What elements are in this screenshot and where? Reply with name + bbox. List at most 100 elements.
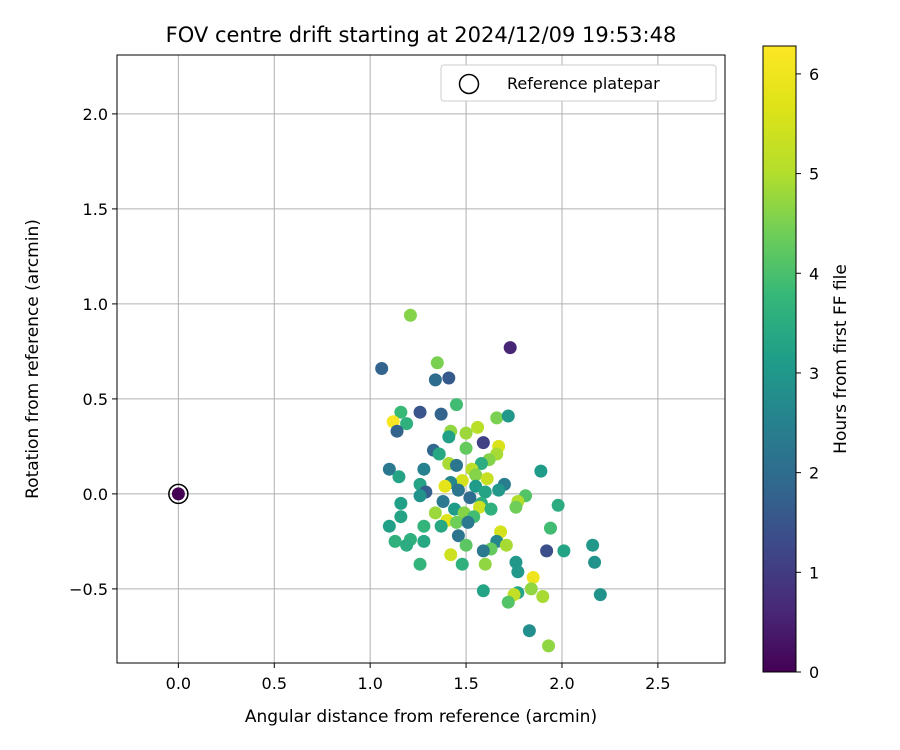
data-point [543,521,557,535]
y-axis-label: Rotation from reference (arcmin) [23,219,43,499]
data-point [478,485,492,499]
colorbar-tick-label: 2 [809,464,819,483]
data-point [417,534,431,548]
data-point [459,441,473,455]
legend-marker [458,73,480,95]
data-point [449,398,463,412]
data-point [499,538,513,552]
data-point [436,495,450,508]
data-point [540,544,554,558]
y-tick-label: 0.0 [83,485,108,504]
data-point [476,436,490,450]
colorbar-tick-label: 3 [809,364,819,383]
data-point [459,538,473,552]
colorbar-gradient [762,45,797,673]
data-point [417,462,431,476]
data-point [400,538,414,552]
x-tick-label: 2.5 [645,674,670,693]
data-point [588,555,602,569]
x-tick-label: 1.5 [453,674,478,693]
data-point [382,462,396,476]
data-point [432,447,446,461]
data-point [524,582,538,596]
x-tick-label: 0.5 [262,674,287,693]
data-point [484,502,498,516]
data-point [492,483,506,497]
data-point [434,407,448,421]
data-point [394,510,408,524]
data-point [480,472,494,486]
data-point [551,498,565,512]
colorbar-tick-label: 4 [809,264,819,283]
data-point [474,457,488,470]
data-point [403,308,417,322]
data-point [586,538,600,552]
data-point [394,496,408,510]
data-point [526,571,540,584]
data-point [542,639,556,653]
reference-point-dot [171,487,185,501]
data-point [428,506,442,520]
data-point [557,544,571,558]
legend: Reference platepar [440,64,717,102]
data-point [593,588,607,602]
x-tick-label: 2.0 [549,674,574,693]
data-point [455,557,469,571]
plot-frame [116,54,726,664]
data-point [451,529,465,543]
data-point [469,468,483,482]
x-tick-label: 1.0 [357,674,382,693]
data-point [469,479,483,493]
data-point [449,458,463,472]
data-point [463,491,477,505]
chart-title: FOV centre drift starting at 2024/12/09 … [166,23,677,47]
legend-label: Reference platepar [507,74,660,93]
data-point [413,489,427,503]
data-point [394,405,408,419]
colorbar: 0 1 2 3 4 5 6 Hours from first FF file [762,45,851,682]
data-point [434,519,448,533]
data-points [168,308,607,653]
data-point [430,356,444,370]
data-point [476,544,490,558]
data-point [442,430,456,444]
data-point [536,590,550,603]
y-tick-label: 0.5 [83,390,108,409]
data-point [413,557,427,571]
data-point [442,371,456,385]
grid-lines [117,55,725,663]
data-point [428,373,442,387]
data-point [472,500,486,514]
y-axis-ticks: −0.5 0.0 0.5 1.0 1.5 2.0 [69,105,117,599]
data-point [388,534,402,548]
data-point [449,515,463,529]
data-point [400,417,414,431]
data-point [375,362,389,375]
reference-point-ring [168,483,189,505]
data-point [451,483,465,497]
colorbar-tick-label: 1 [809,563,819,582]
colorbar-label: Hours from first FF file [831,264,851,454]
x-tick-label: 0.0 [166,674,191,693]
colorbar-tick-label: 0 [809,663,819,682]
data-point [382,519,396,533]
data-point [444,548,458,562]
colorbar-tick-label: 5 [809,165,819,184]
data-point [501,595,515,609]
data-point [390,424,404,438]
data-point [417,519,431,533]
data-point [461,515,475,529]
data-point [501,409,515,423]
data-point [459,426,473,440]
data-point [503,341,517,355]
data-point [471,420,485,434]
y-tick-label: −0.5 [69,580,108,599]
y-tick-label: 1.5 [83,200,108,219]
data-point [534,464,548,478]
colorbar-ticks: 0 1 2 3 4 5 6 [796,65,819,682]
data-point [438,479,452,493]
x-axis-ticks: 0.0 0.5 1.0 1.5 2.0 2.5 [166,663,671,693]
data-point [522,624,536,638]
data-point [478,557,492,571]
